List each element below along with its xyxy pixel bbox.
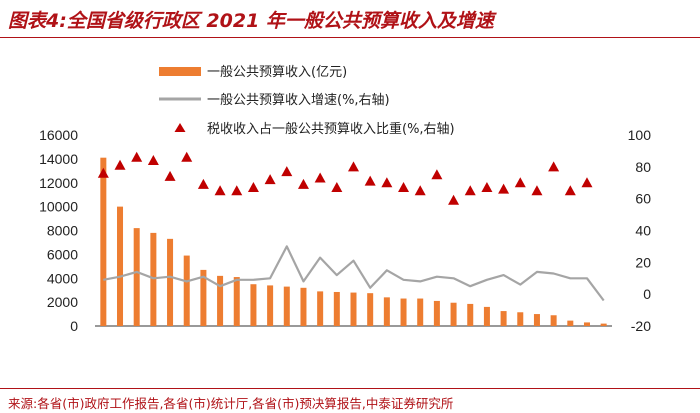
bar — [117, 206, 124, 326]
bar — [450, 302, 457, 326]
tax-share-marker — [231, 185, 243, 196]
tax-share-marker — [197, 178, 209, 189]
bar — [433, 300, 440, 326]
tax-share-marker — [164, 170, 176, 181]
right-tick-label: 60 — [635, 191, 651, 207]
bar — [367, 293, 374, 326]
bar-series — [100, 157, 607, 326]
tax-share-marker — [448, 194, 460, 205]
tax-share-marker — [464, 185, 476, 196]
tax-share-marker — [331, 182, 343, 193]
footer-rule — [0, 388, 700, 389]
right-tick-label: 0 — [643, 286, 651, 302]
tax-share-marker — [381, 177, 393, 188]
tax-share-marker — [481, 182, 493, 193]
tax-share-marker — [281, 166, 293, 177]
left-tick-label: 14000 — [39, 151, 78, 167]
tax-share-marker — [264, 174, 276, 185]
tax-share-marker — [247, 182, 259, 193]
bar — [517, 312, 524, 326]
tax-share-marker — [531, 185, 543, 196]
bar — [133, 228, 140, 326]
tax-share-marker — [514, 177, 526, 188]
tax-share-marker — [364, 175, 376, 186]
bar — [233, 277, 240, 326]
right-tick-label: 40 — [635, 223, 651, 239]
left-tick-label: 6000 — [47, 246, 78, 262]
tax-share-marker — [581, 177, 593, 188]
bar — [300, 287, 307, 326]
bar — [500, 311, 507, 326]
left-tick-label: 0 — [70, 318, 78, 334]
tax-share-marker — [131, 151, 143, 162]
legend-bar-swatch — [159, 67, 201, 76]
bar — [167, 238, 174, 326]
legend-label-line: 一般公共预算收入增速(%,右轴) — [207, 92, 390, 108]
bar — [600, 323, 607, 326]
growth-line — [103, 245, 605, 302]
bar — [383, 297, 390, 326]
tax-share-marker — [348, 161, 359, 172]
left-tick-label: 16000 — [39, 127, 78, 143]
bar — [283, 286, 290, 326]
tax-share-marker — [431, 169, 443, 180]
legend-label-bar: 一般公共预算收入(亿元) — [207, 64, 347, 80]
bar — [200, 269, 207, 326]
bar — [100, 157, 107, 326]
right-tick-label: -20 — [631, 318, 651, 334]
bar — [333, 291, 340, 326]
figure-title: 图表4:全国省级行政区 2021 年一般公共预算收入及增速 — [8, 10, 494, 32]
left-tick-label: 4000 — [47, 270, 78, 286]
tax-share-marker — [147, 154, 159, 165]
legend-label-marker: 税收收入占一般公共预算收入比重(%,右轴) — [207, 121, 455, 137]
line-series — [103, 245, 605, 302]
right-axis-ticks: -20 0 20 40 60 80 100 — [628, 127, 652, 334]
right-tick-label: 100 — [628, 127, 652, 143]
right-tick-label: 80 — [635, 159, 651, 175]
legend-item-bar: 一般公共预算收入(亿元) — [159, 64, 347, 80]
bar — [150, 232, 157, 326]
right-tick-label: 20 — [635, 254, 651, 270]
bar — [317, 291, 324, 326]
bar — [217, 275, 224, 326]
bar — [183, 255, 190, 326]
bar — [583, 322, 590, 326]
marker-series — [97, 151, 593, 205]
left-tick-label: 12000 — [39, 175, 78, 191]
legend: 一般公共预算收入(亿元) 一般公共预算收入增速(%,右轴) 税收收入占一般公共预… — [159, 64, 455, 137]
bar — [483, 306, 490, 326]
legend-marker-swatch — [174, 123, 186, 132]
tax-share-marker — [548, 161, 560, 172]
tax-share-marker — [297, 178, 309, 189]
bar — [350, 292, 357, 326]
bar — [533, 314, 540, 326]
bar — [467, 303, 474, 326]
left-tick-label: 8000 — [47, 223, 78, 239]
legend-item-marker: 税收收入占一般公共预算收入比重(%,右轴) — [174, 121, 455, 137]
tax-share-marker — [498, 183, 510, 194]
tax-share-marker — [398, 182, 410, 193]
tax-share-marker — [97, 167, 109, 178]
source-note: 来源:各省(市)政府工作报告,各省(市)统计厅,各省(市)预决算报告,中泰证券研… — [8, 396, 454, 411]
bar — [567, 320, 574, 326]
left-tick-label: 2000 — [47, 294, 78, 310]
tax-share-marker — [214, 185, 226, 196]
tax-share-marker — [181, 151, 193, 162]
bar — [267, 285, 274, 326]
legend-item-line: 一般公共预算收入增速(%,右轴) — [159, 92, 390, 108]
title-rule — [0, 37, 700, 38]
bar — [417, 298, 424, 326]
tax-share-marker — [114, 159, 126, 170]
tax-share-marker — [314, 172, 326, 183]
tax-share-marker — [564, 185, 576, 196]
bar — [550, 315, 557, 326]
bar — [400, 298, 407, 326]
tax-share-marker — [414, 185, 426, 196]
left-tick-label: 10000 — [39, 199, 78, 215]
bar — [250, 284, 257, 326]
left-axis-ticks: 0 2000 4000 6000 8000 10000 12000 14000 16000 — [39, 127, 78, 334]
